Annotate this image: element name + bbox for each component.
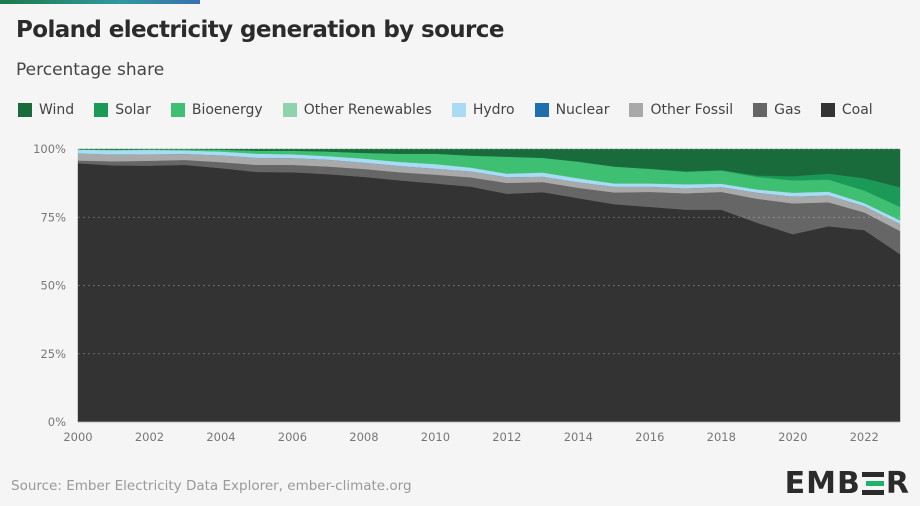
logo-e-mark bbox=[861, 472, 884, 495]
x-tick-label: 2006 bbox=[278, 430, 307, 444]
x-axis: 2000 2002 2004 2006 2008 2010 2012 2014 2016 2018… bbox=[63, 430, 879, 444]
area-wind[interactable] bbox=[77, 148, 901, 188]
plot-area bbox=[77, 148, 901, 423]
legend-item-nuclear[interactable]: Nuclear bbox=[534, 102, 610, 118]
legend-label: Other Renewables bbox=[303, 102, 432, 118]
ember-logo: EMB R bbox=[784, 466, 910, 501]
legend-item-other-renewables[interactable]: Other Renewables bbox=[282, 102, 432, 118]
legend-swatch bbox=[451, 103, 466, 117]
legend-swatch bbox=[18, 103, 32, 117]
legend-swatch bbox=[629, 103, 644, 117]
x-tick-label: 2004 bbox=[206, 430, 235, 444]
brand-accent-bar bbox=[0, 0, 200, 4]
legend-label: Hydro bbox=[472, 102, 515, 118]
legend-label: Wind bbox=[39, 102, 75, 118]
legend-swatch bbox=[170, 103, 185, 117]
x-tick-label: 2016 bbox=[635, 430, 664, 444]
y-tick-label: 75% bbox=[40, 210, 66, 224]
x-tick-label: 2012 bbox=[492, 430, 521, 444]
legend-swatch bbox=[820, 103, 835, 117]
legend-item-bioenergy[interactable]: Bioenergy bbox=[170, 102, 263, 118]
stacked-area-chart: 0% 25% 50% 75% 100% 2000 2002 2004 2006 2008 2010… bbox=[33, 142, 901, 444]
x-tick-label: 2014 bbox=[564, 430, 593, 444]
legend-label: Other Fossil bbox=[650, 102, 734, 118]
legend-item-solar[interactable]: Solar bbox=[94, 102, 151, 118]
legend-label: Coal bbox=[841, 102, 873, 118]
chart-legend: Wind Solar Bioenergy Other Renewables Hy… bbox=[18, 100, 893, 120]
chart-title: Poland electricity generation by source bbox=[16, 17, 504, 43]
x-tick-label: 2018 bbox=[707, 430, 736, 444]
legend-swatch bbox=[282, 103, 297, 117]
legend-label: Gas bbox=[774, 102, 801, 118]
y-tick-label: 100% bbox=[33, 142, 66, 156]
x-tick-label: 2010 bbox=[421, 430, 450, 444]
x-tick-label: 2002 bbox=[135, 430, 164, 444]
legend-label: Bioenergy bbox=[191, 102, 263, 118]
legend-swatch bbox=[534, 103, 549, 117]
x-tick-label: 2008 bbox=[349, 430, 378, 444]
legend-item-other-fossil[interactable]: Other Fossil bbox=[629, 102, 733, 118]
legend-swatch bbox=[94, 103, 109, 117]
y-tick-label: 0% bbox=[48, 415, 66, 429]
legend-label: Nuclear bbox=[555, 102, 610, 118]
legend-item-coal[interactable]: Coal bbox=[820, 102, 873, 118]
gridlines bbox=[78, 148, 900, 423]
chart-subtitle: Percentage share bbox=[16, 60, 165, 80]
y-axis: 0% 25% 50% 75% 100% bbox=[33, 142, 66, 429]
y-tick-label: 25% bbox=[40, 347, 66, 361]
y-tick-label: 50% bbox=[40, 279, 66, 293]
source-note: Source: Ember Electricity Data Explorer,… bbox=[11, 478, 412, 494]
legend-item-hydro[interactable]: Hydro bbox=[451, 102, 515, 118]
legend-item-gas[interactable]: Gas bbox=[753, 102, 801, 118]
legend-label: Solar bbox=[115, 102, 151, 118]
x-tick-label: 2022 bbox=[850, 430, 879, 444]
x-tick-label: 2000 bbox=[63, 430, 92, 444]
x-tick-label: 2020 bbox=[778, 430, 807, 444]
legend-swatch bbox=[753, 103, 768, 117]
legend-item-wind[interactable]: Wind bbox=[18, 102, 74, 118]
